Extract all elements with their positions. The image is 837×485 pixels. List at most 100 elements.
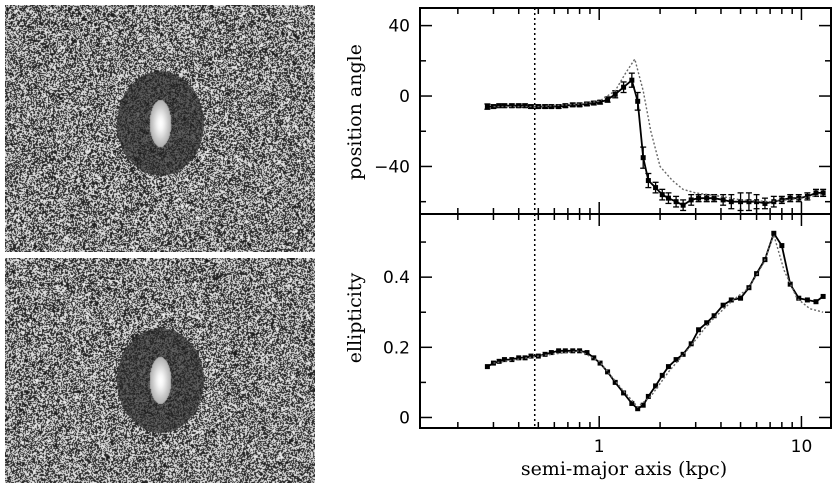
pa-data-point [813,190,819,196]
pa-ytick-label: 40 [388,17,410,37]
el-model-line [493,232,824,408]
el-ytick-label: 0 [399,408,410,428]
el-data-point [696,327,702,333]
el-data-point [659,372,665,378]
el-data-point [796,295,802,301]
pa-data-point [720,197,726,203]
el-data-point [484,364,490,370]
pa-data-point [570,102,576,108]
pa-data-point [787,195,793,201]
position-angle-ticks [420,8,831,214]
el-data-point [665,364,671,370]
pa-data-point [591,100,597,106]
el-data-point [640,402,646,408]
pa-data-point [738,199,744,205]
el-data-point [720,302,726,308]
el-data-point [516,355,522,361]
pa-data-point [605,97,611,103]
el-data-point [605,369,611,375]
pa-data-point [653,185,659,191]
el-ytick-label: 0.4 [383,268,410,288]
pa-data-point [688,197,694,203]
pa-model-line [493,57,824,203]
pa-data-point [704,195,710,201]
pa-data-point [635,98,641,104]
pa-data-point [804,193,810,199]
el-data-point [688,341,694,347]
pa-data-point [597,99,603,105]
ellipticity-series [484,230,826,412]
el-xtick-label: 1 [594,437,605,457]
el-data-point [562,348,568,354]
pa-data-point [542,104,548,110]
position-angle-series [484,57,827,212]
pa-data-point [621,84,627,90]
el-data-point [771,230,777,236]
el-data-point [509,357,515,363]
position-angle-ylabel: position angle [344,44,366,180]
galaxy-image-top [5,5,315,252]
el-data-point [501,357,507,363]
el-xtick-label: 10 [791,437,813,457]
galaxy-image-bottom [5,258,315,483]
pa-ytick-label: −40 [374,157,410,177]
pa-data-point [645,178,651,184]
el-data-point [548,350,554,356]
pa-data-point [556,104,562,110]
el-data-point [673,357,679,363]
pa-data-point [522,103,528,109]
x-axis-label: semi-major axis (kpc) [521,458,727,480]
el-data-point [496,358,502,364]
pa-data-point [696,195,702,201]
el-data-point [779,243,785,249]
ellipticity-ticks [420,214,831,428]
ellipticity-frame [419,213,832,429]
el-ytick-label: 0.2 [383,338,410,358]
pa-data-point [584,101,590,107]
el-data-point [490,360,496,366]
el-data-point [629,400,635,406]
ellipticity-tick-labels: 1 10 0 0.2 0.4 [383,268,812,457]
pa-data-point [728,199,734,205]
el-data-point [738,295,744,301]
pa-data-point [665,195,671,201]
el-data-point [570,348,576,354]
position-angle-frame [419,7,832,215]
pa-data-point [501,103,507,109]
el-data-point [621,390,627,396]
pa-data-point [629,77,635,83]
el-data-point [813,299,819,305]
pa-data-point [562,103,568,109]
pa-data-point [659,192,665,198]
pa-data-point [762,200,768,206]
el-data-point [820,293,826,299]
pa-data-point [516,103,522,109]
el-data-line [486,231,824,410]
el-data-point [591,355,597,361]
el-data-point [635,406,641,412]
el-data-point [711,313,717,319]
pa-data-point [496,103,502,109]
position-angle-panel: 40 0 −40 position angle [344,7,832,215]
ellipticity-ylabel: ellipticity [344,273,366,364]
el-data-point [804,297,810,303]
pa-data-point [548,104,554,110]
pa-data-point [490,104,496,110]
el-data-point [787,281,793,287]
pa-data-point [820,190,826,196]
pa-data-point [509,103,515,109]
ellipticity-panel: 1 10 0 0.2 0.4 ellipticity [344,213,832,457]
pa-data-point [484,104,490,110]
pa-data-point [796,195,802,201]
el-data-point [542,351,548,357]
el-data-point [597,360,603,366]
pa-data-point [680,202,686,208]
el-data-point [645,393,651,399]
position-angle-tick-labels: 40 0 −40 [374,17,410,178]
pa-data-point [673,199,679,205]
pa-data-point [711,195,717,201]
pa-data-point [612,91,618,97]
el-data-point [612,379,618,385]
pa-data-point [754,199,760,205]
